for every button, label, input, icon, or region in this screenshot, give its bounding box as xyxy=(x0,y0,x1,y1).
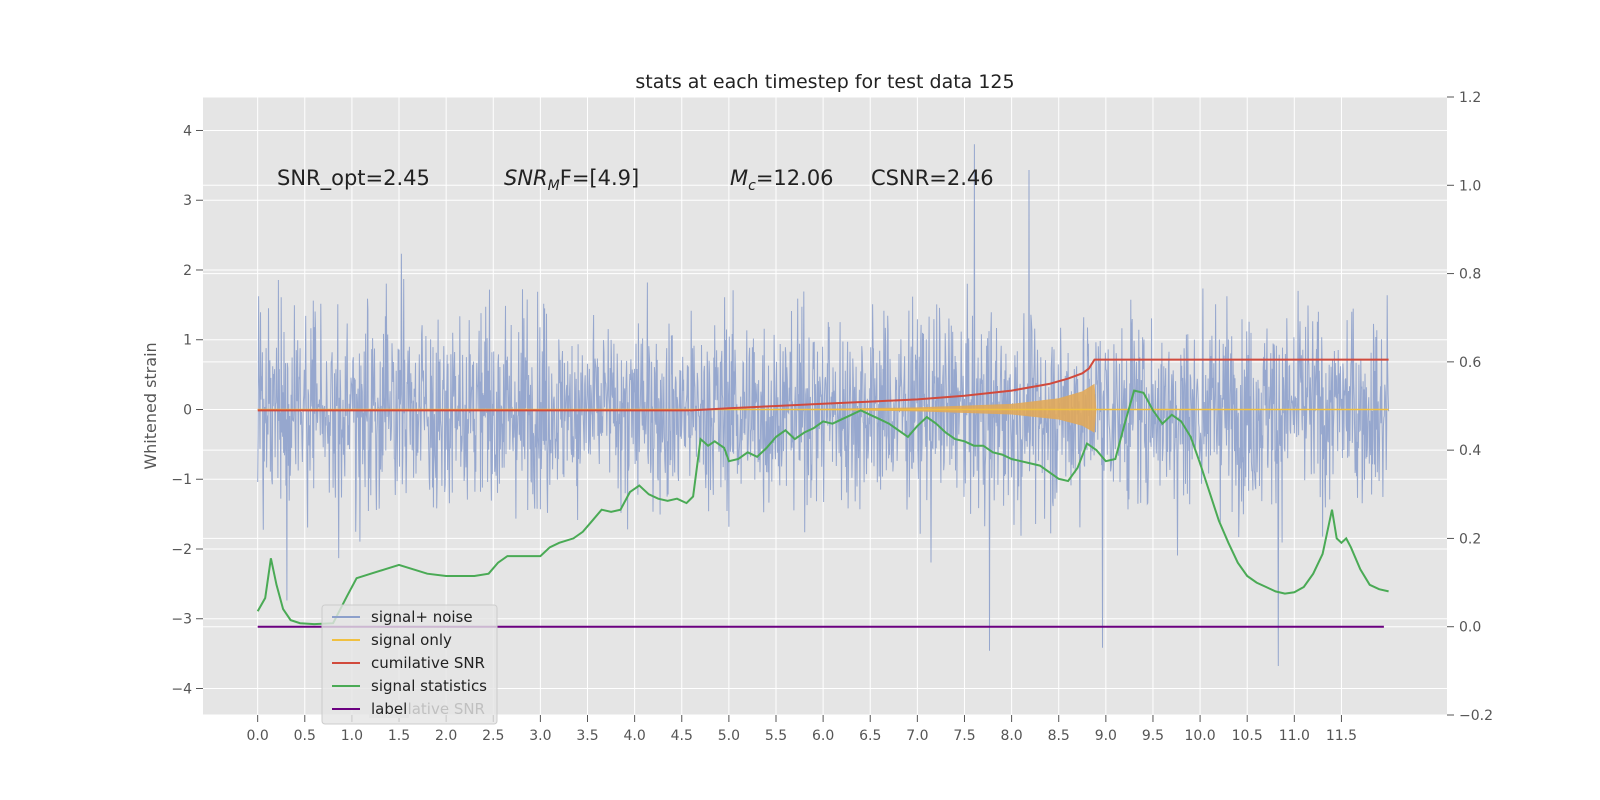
legend-label-noise: signal+ noise xyxy=(371,608,473,626)
y-tick-label: 1 xyxy=(183,333,192,349)
line-cumilative-snr xyxy=(257,358,1389,412)
annotation-snr-mf-snr: SNR xyxy=(504,166,548,190)
y-axis-label: Whitened strain xyxy=(141,342,160,469)
y-tick-label: −2 xyxy=(171,542,192,558)
y2-tick-label: 0.4 xyxy=(1459,443,1481,459)
x-tick-label: 2.0 xyxy=(435,728,457,744)
legend: signal+ noise signal only cumilative SNR… xyxy=(321,604,498,725)
annotation-snr-opt: SNR_opt=2.45 xyxy=(277,166,430,191)
chart-title: stats at each timestep for test data 125 xyxy=(635,71,1014,93)
x-tick-label: 1.5 xyxy=(388,728,410,744)
annotation-mc-sub: c xyxy=(748,178,756,194)
y2-tick-label: 0.6 xyxy=(1459,355,1481,371)
x-tick-label: 9.0 xyxy=(1095,728,1117,744)
x-tick-label: 4.5 xyxy=(671,728,693,744)
x-tick-label: 0.5 xyxy=(294,728,316,744)
x-tick-label: 11.5 xyxy=(1326,728,1357,744)
x-tick-label: 5.0 xyxy=(718,728,740,744)
x-tick-label: 7.0 xyxy=(906,728,928,744)
x-tick-label: 3.5 xyxy=(576,728,598,744)
y2-tick-label: 0.2 xyxy=(1459,531,1481,547)
y-tick-label: −4 xyxy=(171,681,192,697)
x-tick-label: 5.5 xyxy=(765,728,787,744)
line-signal-plus-noise xyxy=(257,144,1390,667)
y2-tick-label: −0.2 xyxy=(1459,708,1493,724)
y2-tick-label: 0.8 xyxy=(1459,267,1481,283)
y2-axis-ticks: 1.2 1.0 0.8 0.6 0.4 0.2 0.0 −0.2 xyxy=(1447,90,1493,724)
x-tick-label: 10.0 xyxy=(1184,728,1215,744)
x-tick-label: 8.5 xyxy=(1048,728,1070,744)
legend-label-stats: signal statistics xyxy=(371,677,487,695)
x-tick-label: 8.0 xyxy=(1000,728,1022,744)
x-tick-label: 11.0 xyxy=(1279,728,1310,744)
y-tick-label: 0 xyxy=(183,402,192,418)
legend-label-csnr: cumilative SNR xyxy=(371,654,485,672)
x-tick-label: 1.0 xyxy=(341,728,363,744)
x-tick-label: 10.5 xyxy=(1232,728,1263,744)
y2-tick-label: 1.0 xyxy=(1459,178,1481,194)
y2-tick-label: 1.2 xyxy=(1459,90,1481,106)
annotation-snr-mf: SNRMF=[4.9] xyxy=(504,166,639,194)
x-tick-label: 6.5 xyxy=(859,728,881,744)
x-tick-label: 7.5 xyxy=(953,728,975,744)
x-tick-label: 6.0 xyxy=(812,728,834,744)
annotation-snr-mf-m: M xyxy=(548,178,560,194)
legend-label-signal: signal only xyxy=(371,631,452,649)
y-tick-label: −1 xyxy=(171,472,192,488)
y-tick-label: 4 xyxy=(183,123,192,139)
annotation-mc-value: =12.06 xyxy=(756,166,834,190)
x-tick-label: 2.5 xyxy=(482,728,504,744)
x-axis-ticks: 0.0 0.5 1.0 1.5 2.0 2.5 3.0 3.5 4.0 4.5 5.0 5.5 6.0 6… xyxy=(247,715,1357,744)
x-tick-label: 3.0 xyxy=(529,728,551,744)
legend-box xyxy=(321,604,498,725)
annotation-snr-mf-value: F=[4.9] xyxy=(560,166,639,190)
x-tick-label: 0.0 xyxy=(247,728,269,744)
y-tick-label: 2 xyxy=(183,263,192,279)
y2-tick-label: 0.0 xyxy=(1459,620,1481,636)
series-signal-plus-noise xyxy=(257,144,1390,667)
x-tick-label: 9.5 xyxy=(1142,728,1164,744)
x-tick-label: 4.0 xyxy=(623,728,645,744)
legend-label-label: label xyxy=(371,700,407,718)
legend-label-bg xyxy=(369,700,409,718)
annotation-csnr: CSNR=2.46 xyxy=(871,166,994,190)
line-signal-statistics xyxy=(256,389,1389,626)
y-tick-label: −3 xyxy=(171,612,192,628)
y-axis-ticks: 4 3 2 1 0 −1 −2 −3 −4 xyxy=(171,123,203,697)
y-tick-label: 3 xyxy=(183,193,192,209)
annotation-mc: Mc=12.06 xyxy=(730,166,834,194)
